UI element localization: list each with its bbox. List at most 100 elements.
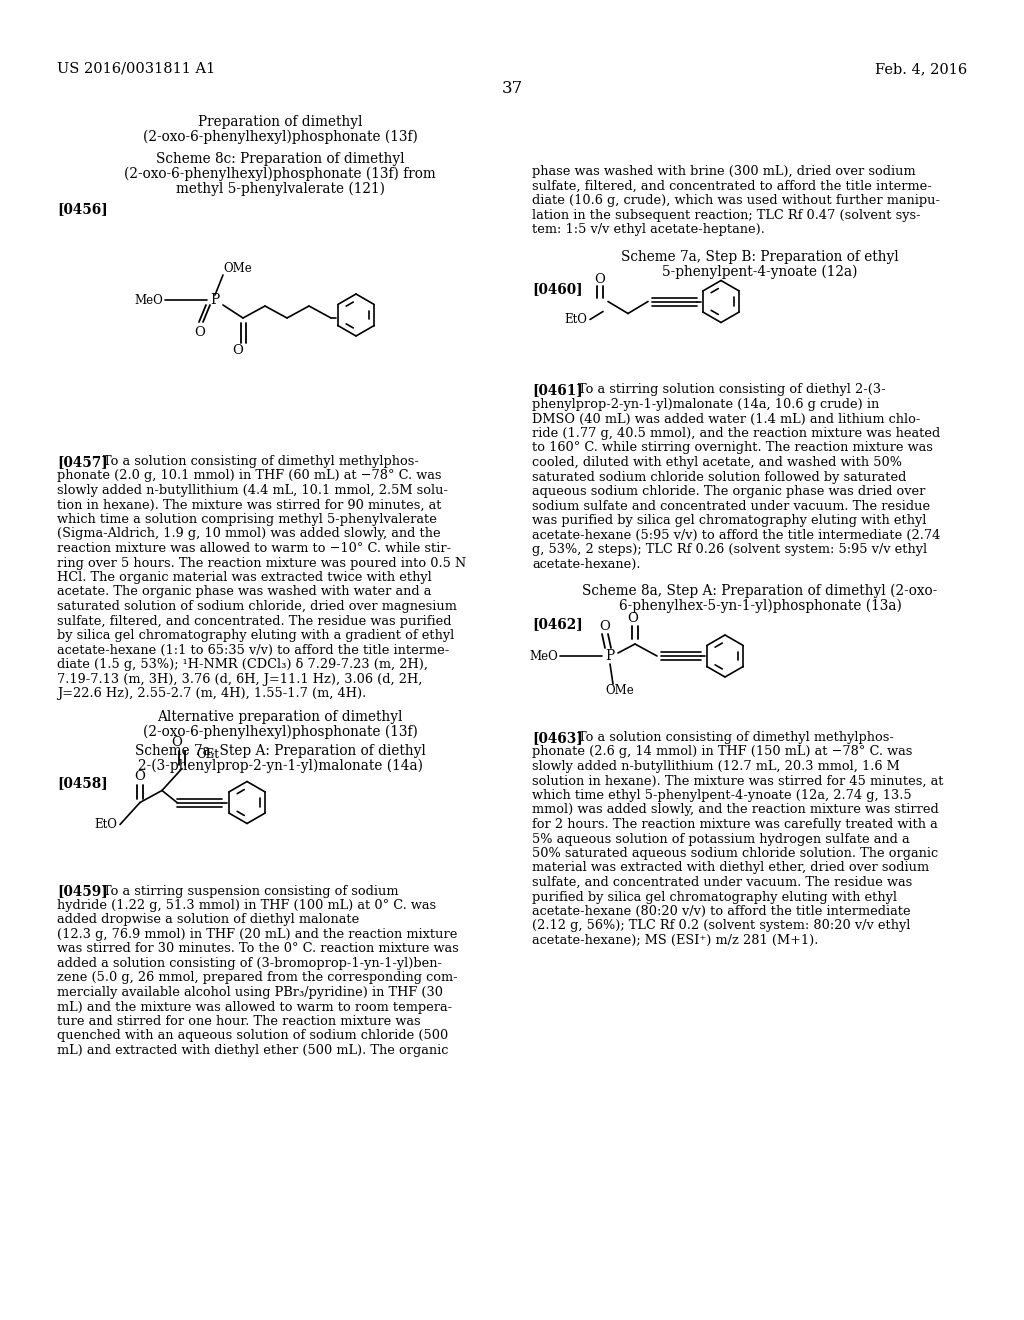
Text: [0459]: [0459]: [57, 884, 108, 899]
Text: Preparation of dimethyl: Preparation of dimethyl: [198, 115, 362, 129]
Text: Feb. 4, 2016: Feb. 4, 2016: [874, 62, 967, 77]
Text: saturated sodium chloride solution followed by saturated: saturated sodium chloride solution follo…: [532, 470, 906, 483]
Text: HCl. The organic material was extracted twice with ethyl: HCl. The organic material was extracted …: [57, 572, 432, 583]
Text: g, 53%, 2 steps); TLC Rf 0.26 (solvent system: 5:95 v/v ethyl: g, 53%, 2 steps); TLC Rf 0.26 (solvent s…: [532, 543, 927, 556]
Text: acetate. The organic phase was washed with water and a: acetate. The organic phase was washed wi…: [57, 586, 431, 598]
Text: which time ethyl 5-phenylpent-4-ynoate (12a, 2.74 g, 13.5: which time ethyl 5-phenylpent-4-ynoate (…: [532, 789, 911, 803]
Text: was stirred for 30 minutes. To the 0° C. reaction mixture was: was stirred for 30 minutes. To the 0° C.…: [57, 942, 459, 956]
Text: (12.3 g, 76.9 mmol) in THF (20 mL) and the reaction mixture: (12.3 g, 76.9 mmol) in THF (20 mL) and t…: [57, 928, 458, 941]
Text: mL) and the mixture was allowed to warm to room tempera-: mL) and the mixture was allowed to warm …: [57, 1001, 453, 1014]
Text: for 2 hours. The reaction mixture was carefully treated with a: for 2 hours. The reaction mixture was ca…: [532, 818, 938, 832]
Text: Scheme 7a, Step B: Preparation of ethyl: Scheme 7a, Step B: Preparation of ethyl: [622, 249, 899, 264]
Text: EtO: EtO: [564, 313, 587, 326]
Text: 37: 37: [502, 81, 522, 96]
Text: acetate-hexane (5:95 v/v) to afford the title intermediate (2.74: acetate-hexane (5:95 v/v) to afford the …: [532, 528, 940, 541]
Text: O: O: [600, 619, 610, 632]
Text: [0456]: [0456]: [57, 202, 108, 216]
Text: (2-oxo-6-phenylhexyl)phosphonate (13f): (2-oxo-6-phenylhexyl)phosphonate (13f): [142, 725, 418, 739]
Text: phonate (2.6 g, 14 mmol) in THF (150 mL) at −78° C. was: phonate (2.6 g, 14 mmol) in THF (150 mL)…: [532, 746, 912, 759]
Text: material was extracted with diethyl ether, dried over sodium: material was extracted with diethyl ethe…: [532, 862, 929, 874]
Text: [0458]: [0458]: [57, 776, 108, 791]
Text: O: O: [628, 611, 638, 624]
Text: by silica gel chromatography eluting with a gradient of ethyl: by silica gel chromatography eluting wit…: [57, 630, 455, 642]
Text: sulfate, filtered, and concentrated to afford the title interme-: sulfate, filtered, and concentrated to a…: [532, 180, 932, 193]
Text: [0461]: [0461]: [532, 384, 583, 397]
Text: Scheme 7a, Step A: Preparation of diethyl: Scheme 7a, Step A: Preparation of diethy…: [134, 743, 425, 758]
Text: methyl 5-phenylvalerate (121): methyl 5-phenylvalerate (121): [175, 182, 384, 197]
Text: lation in the subsequent reaction; TLC Rf 0.47 (solvent sys-: lation in the subsequent reaction; TLC R…: [532, 209, 921, 222]
Text: sulfate, and concentrated under vacuum. The residue was: sulfate, and concentrated under vacuum. …: [532, 876, 912, 888]
Text: phenylprop-2-yn-1-yl)malonate (14a, 10.6 g crude) in: phenylprop-2-yn-1-yl)malonate (14a, 10.6…: [532, 399, 880, 411]
Text: 50% saturated aqueous sodium chloride solution. The organic: 50% saturated aqueous sodium chloride so…: [532, 847, 938, 861]
Text: aqueous sodium chloride. The organic phase was dried over: aqueous sodium chloride. The organic pha…: [532, 484, 926, 498]
Text: (2.12 g, 56%); TLC Rf 0.2 (solvent system: 80:20 v/v ethyl: (2.12 g, 56%); TLC Rf 0.2 (solvent syste…: [532, 920, 910, 932]
Text: phase was washed with brine (300 mL), dried over sodium: phase was washed with brine (300 mL), dr…: [532, 165, 915, 178]
Text: [0460]: [0460]: [532, 282, 583, 297]
Text: MeO: MeO: [134, 294, 163, 308]
Text: cooled, diluted with ethyl acetate, and washed with 50%: cooled, diluted with ethyl acetate, and …: [532, 455, 902, 469]
Text: Scheme 8a, Step A: Preparation of dimethyl (2-oxo-: Scheme 8a, Step A: Preparation of dimeth…: [583, 583, 938, 598]
Text: O: O: [195, 326, 206, 338]
Text: ture and stirred for one hour. The reaction mixture was: ture and stirred for one hour. The react…: [57, 1015, 421, 1028]
Text: mmol) was added slowly, and the reaction mixture was stirred: mmol) was added slowly, and the reaction…: [532, 804, 939, 817]
Text: P: P: [210, 293, 219, 308]
Text: OEt: OEt: [196, 748, 219, 762]
Text: purified by silica gel chromatography eluting with ethyl: purified by silica gel chromatography el…: [532, 891, 897, 903]
Text: diate (1.5 g, 53%); ¹H-NMR (CDCl₃) δ 7.29-7.23 (m, 2H),: diate (1.5 g, 53%); ¹H-NMR (CDCl₃) δ 7.2…: [57, 657, 428, 671]
Text: Scheme 8c: Preparation of dimethyl: Scheme 8c: Preparation of dimethyl: [156, 152, 404, 166]
Text: To a solution consisting of dimethyl methylphos-: To a solution consisting of dimethyl met…: [578, 731, 894, 744]
Text: tion in hexane). The mixture was stirred for 90 minutes, at: tion in hexane). The mixture was stirred…: [57, 499, 441, 511]
Text: saturated solution of sodium chloride, dried over magnesium: saturated solution of sodium chloride, d…: [57, 601, 457, 612]
Text: 5-phenylpent-4-ynoate (12a): 5-phenylpent-4-ynoate (12a): [663, 264, 858, 279]
Text: O: O: [595, 273, 605, 286]
Text: acetate-hexane); MS (ESI⁺) m/z 281 (M+1).: acetate-hexane); MS (ESI⁺) m/z 281 (M+1)…: [532, 935, 818, 946]
Text: 7.19-7.13 (m, 3H), 3.76 (d, 6H, J=11.1 Hz), 3.06 (d, 2H,: 7.19-7.13 (m, 3H), 3.76 (d, 6H, J=11.1 H…: [57, 672, 422, 685]
Text: acetate-hexane (1:1 to 65:35 v/v) to afford the title interme-: acetate-hexane (1:1 to 65:35 v/v) to aff…: [57, 644, 450, 656]
Text: To a stirring suspension consisting of sodium: To a stirring suspension consisting of s…: [103, 884, 398, 898]
Text: MeO: MeO: [529, 651, 558, 664]
Text: EtO: EtO: [94, 818, 117, 832]
Text: US 2016/0031811 A1: US 2016/0031811 A1: [57, 62, 215, 77]
Text: solution in hexane). The mixture was stirred for 45 minutes, at: solution in hexane). The mixture was sti…: [532, 775, 943, 788]
Text: (Sigma-Aldrich, 1.9 g, 10 mmol) was added slowly, and the: (Sigma-Aldrich, 1.9 g, 10 mmol) was adde…: [57, 528, 440, 540]
Text: J=22.6 Hz), 2.55-2.7 (m, 4H), 1.55-1.7 (m, 4H).: J=22.6 Hz), 2.55-2.7 (m, 4H), 1.55-1.7 (…: [57, 686, 367, 700]
Text: slowly added n-butyllithium (12.7 mL, 20.3 mmol, 1.6 M: slowly added n-butyllithium (12.7 mL, 20…: [532, 760, 900, 774]
Text: P: P: [605, 649, 614, 663]
Text: (2-oxo-6-phenylhexyl)phosphonate (13f): (2-oxo-6-phenylhexyl)phosphonate (13f): [142, 129, 418, 144]
Text: [0457]: [0457]: [57, 455, 108, 469]
Text: mL) and extracted with diethyl ether (500 mL). The organic: mL) and extracted with diethyl ether (50…: [57, 1044, 449, 1057]
Text: sulfate, filtered, and concentrated. The residue was purified: sulfate, filtered, and concentrated. The…: [57, 615, 452, 627]
Text: added a solution consisting of (3-bromoprop-1-yn-1-yl)ben-: added a solution consisting of (3-bromop…: [57, 957, 442, 970]
Text: slowly added n-butyllithium (4.4 mL, 10.1 mmol, 2.5M solu-: slowly added n-butyllithium (4.4 mL, 10.…: [57, 484, 449, 498]
Text: reaction mixture was allowed to warm to −10° C. while stir-: reaction mixture was allowed to warm to …: [57, 543, 452, 554]
Text: which time a solution comprising methyl 5-phenylvalerate: which time a solution comprising methyl …: [57, 513, 437, 525]
Text: To a stirring solution consisting of diethyl 2-(3-: To a stirring solution consisting of die…: [578, 384, 886, 396]
Text: zene (5.0 g, 26 mmol, prepared from the corresponding com-: zene (5.0 g, 26 mmol, prepared from the …: [57, 972, 458, 985]
Text: O: O: [232, 343, 244, 356]
Text: [0462]: [0462]: [532, 616, 583, 631]
Text: phonate (2.0 g, 10.1 mmol) in THF (60 mL) at −78° C. was: phonate (2.0 g, 10.1 mmol) in THF (60 mL…: [57, 470, 441, 483]
Text: hydride (1.22 g, 51.3 mmol) in THF (100 mL) at 0° C. was: hydride (1.22 g, 51.3 mmol) in THF (100 …: [57, 899, 436, 912]
Text: Alternative preparation of dimethyl: Alternative preparation of dimethyl: [158, 710, 402, 723]
Text: (2-oxo-6-phenylhexyl)phosphonate (13f) from: (2-oxo-6-phenylhexyl)phosphonate (13f) f…: [124, 168, 436, 181]
Text: To a solution consisting of dimethyl methylphos-: To a solution consisting of dimethyl met…: [103, 455, 419, 469]
Text: tem: 1:5 v/v ethyl acetate-heptane).: tem: 1:5 v/v ethyl acetate-heptane).: [532, 223, 765, 236]
Text: to 160° C. while stirring overnight. The reaction mixture was: to 160° C. while stirring overnight. The…: [532, 441, 933, 454]
Text: was purified by silica gel chromatography eluting with ethyl: was purified by silica gel chromatograph…: [532, 513, 927, 527]
Text: [0463]: [0463]: [532, 731, 583, 744]
Text: acetate-hexane).: acetate-hexane).: [532, 557, 640, 570]
Text: mercially available alcohol using PBr₃/pyridine) in THF (30: mercially available alcohol using PBr₃/p…: [57, 986, 443, 999]
Text: diate (10.6 g, crude), which was used without further manipu-: diate (10.6 g, crude), which was used wi…: [532, 194, 940, 207]
Text: 2-(3-phenylprop-2-yn-1-yl)malonate (14a): 2-(3-phenylprop-2-yn-1-yl)malonate (14a): [137, 759, 423, 774]
Text: O: O: [134, 770, 145, 783]
Text: added dropwise a solution of diethyl malonate: added dropwise a solution of diethyl mal…: [57, 913, 359, 927]
Text: OMe: OMe: [605, 685, 634, 697]
Text: acetate-hexane (80:20 v/v) to afford the title intermediate: acetate-hexane (80:20 v/v) to afford the…: [532, 906, 910, 917]
Text: sodium sulfate and concentrated under vacuum. The residue: sodium sulfate and concentrated under va…: [532, 499, 930, 512]
Text: ride (1.77 g, 40.5 mmol), and the reaction mixture was heated: ride (1.77 g, 40.5 mmol), and the reacti…: [532, 426, 940, 440]
Text: ring over 5 hours. The reaction mixture was poured into 0.5 N: ring over 5 hours. The reaction mixture …: [57, 557, 466, 569]
Text: DMSO (40 mL) was added water (1.4 mL) and lithium chlo-: DMSO (40 mL) was added water (1.4 mL) an…: [532, 412, 921, 425]
Text: 5% aqueous solution of potassium hydrogen sulfate and a: 5% aqueous solution of potassium hydroge…: [532, 833, 909, 846]
Text: quenched with an aqueous solution of sodium chloride (500: quenched with an aqueous solution of sod…: [57, 1030, 449, 1043]
Text: O: O: [172, 737, 182, 748]
